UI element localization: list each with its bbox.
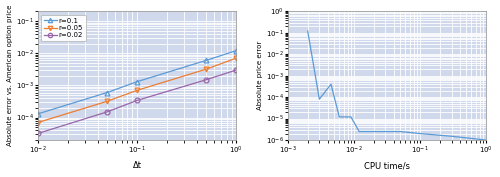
Line: r=0.02: r=0.02 xyxy=(36,68,238,136)
r=0.05 xyxy=(204,68,210,70)
Y-axis label: Absolute error vs. American option price: Absolute error vs. American option price xyxy=(7,5,13,146)
Line: r=0.05: r=0.05 xyxy=(36,56,238,125)
X-axis label: CPU time/s: CPU time/s xyxy=(364,161,410,170)
r=0.1 xyxy=(134,81,140,83)
r=0.02 xyxy=(204,79,210,81)
r=0.1 xyxy=(104,92,110,94)
r=0.1 xyxy=(233,50,239,52)
Line: r=0.1: r=0.1 xyxy=(36,48,238,116)
r=0.1 xyxy=(35,113,41,115)
Legend: r=0.1, r=0.05, r=0.02: r=0.1, r=0.05, r=0.02 xyxy=(42,15,86,41)
Y-axis label: Absolute price error: Absolute price error xyxy=(257,41,263,110)
r=0.02 xyxy=(35,132,41,135)
r=0.05 xyxy=(233,57,239,59)
r=0.1 xyxy=(204,59,210,61)
X-axis label: Δt: Δt xyxy=(132,161,141,170)
r=0.05 xyxy=(134,89,140,91)
r=0.05 xyxy=(35,121,41,124)
r=0.05 xyxy=(104,100,110,102)
r=0.02 xyxy=(233,69,239,71)
r=0.02 xyxy=(134,99,140,101)
r=0.02 xyxy=(104,111,110,113)
